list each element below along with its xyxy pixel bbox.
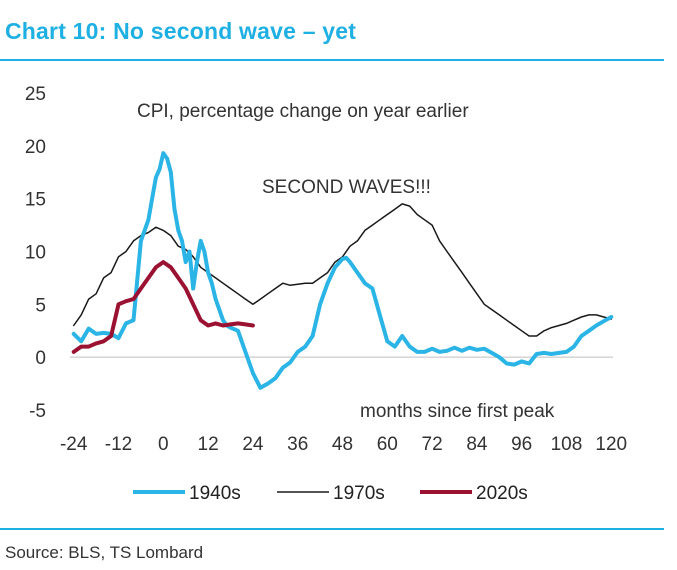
series-line-1940s	[71, 151, 614, 390]
second-waves-annotation: SECOND WAVES!!!	[262, 177, 431, 198]
source-note: Source: BLS, TS Lombard	[5, 543, 204, 562]
footer-divider	[0, 528, 664, 530]
series-lines	[71, 151, 614, 390]
series-line-2020s	[71, 260, 255, 354]
y-tick-label: 5	[35, 295, 46, 316]
y-axis-label: CPI, percentage change on year earlier	[137, 101, 469, 122]
y-tick-label: 15	[25, 190, 46, 211]
x-tick-label: 120	[595, 434, 627, 455]
x-tick-label: -12	[105, 434, 132, 455]
x-tick-label: 24	[242, 434, 264, 455]
cpi-line-chart: -5 0 5 10 15 20 25 -24 -12 0 12 24 36 48 60 72 84 96 108 1…	[25, 84, 627, 504]
x-tick-label: 12	[198, 434, 219, 455]
y-tick-label: 25	[25, 84, 46, 105]
x-tick-label: 72	[422, 434, 443, 455]
chart-title: Chart 10: No second wave – yet	[5, 18, 357, 44]
legend-label-1940s: 1940s	[189, 483, 241, 504]
series-line-1970s	[72, 203, 613, 337]
y-tick-label: -5	[29, 401, 46, 422]
x-tick-label: 84	[466, 434, 488, 455]
x-tick-label: 60	[377, 434, 398, 455]
x-axis-label: months since first peak	[360, 401, 555, 422]
x-tick-label: 108	[551, 434, 583, 455]
x-tick-label: 96	[511, 434, 532, 455]
y-tick-label: 10	[25, 243, 46, 264]
x-tick-label: 36	[287, 434, 308, 455]
y-tick-label: 0	[35, 348, 46, 369]
x-tick-label: 0	[158, 434, 169, 455]
title-divider	[0, 59, 664, 61]
x-tick-label: 48	[332, 434, 353, 455]
x-tick-label: -24	[60, 434, 88, 455]
legend-label-1970s: 1970s	[333, 483, 385, 504]
x-axis-ticks: -24 -12 0 12 24 36 48 60 72 84 96 108 120	[60, 434, 627, 455]
y-axis-ticks: -5 0 5 10 15 20 25	[25, 84, 46, 422]
y-tick-label: 20	[25, 137, 46, 158]
legend: 1940s 1970s 2020s	[133, 483, 528, 504]
legend-label-2020s: 2020s	[476, 483, 528, 504]
